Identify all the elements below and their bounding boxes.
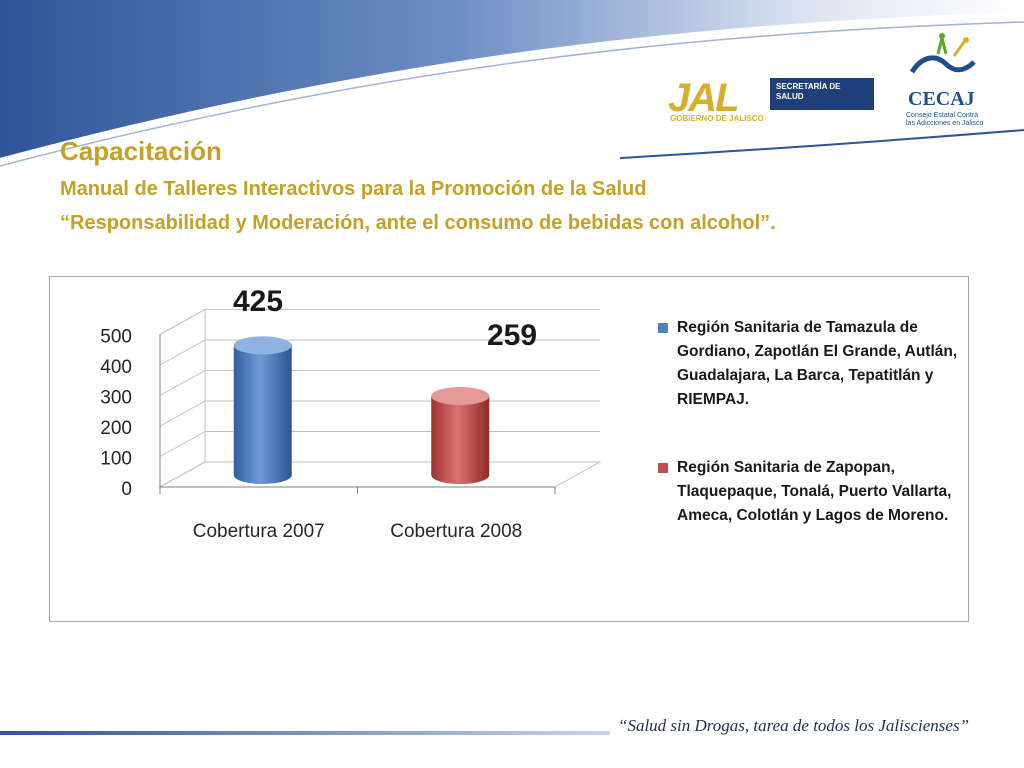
gridline-side-200 (159, 400, 206, 427)
y-tick-label-5: 500 (100, 327, 132, 348)
data-label-0: 425 (233, 285, 283, 318)
cecaj-logo: CECAJ Consejo Estatal Contra las Adiccio… (902, 32, 984, 128)
y-tick-label-4: 400 (100, 357, 132, 378)
bar-top-1-1 (431, 387, 490, 406)
gridline-side-400 (159, 339, 206, 366)
slide-title: Capacitación (60, 136, 222, 166)
gridline-side-300 (159, 370, 206, 396)
footer-slogan: “Salud sin Drogas, tarea de todos los Ja… (618, 716, 970, 735)
y-tick-label-1: 100 (100, 449, 132, 470)
x-tick-label-0: Cobertura 2007 (193, 521, 325, 542)
gridline-side-500 (159, 309, 206, 335)
jal-government-text: GOBIERNO DE JALISCO (670, 114, 764, 123)
chart-side-wall (159, 308, 206, 488)
bar-top-0-0 (233, 336, 292, 355)
bar-0-0 (233, 345, 292, 484)
legend-label-series1: Región Sanitaria de Tamazula de Gordiano… (677, 319, 958, 408)
bar-1-1 (431, 396, 490, 484)
chart-frame: 0 100 200 300 400 500 Cobertura 2007 Cobertura … (49, 276, 969, 622)
slide-subtitle-line2: “Responsabilidad y Moderación, ante el c… (60, 212, 776, 234)
gridline-side-100 (159, 431, 206, 457)
bar-chart: 0 100 200 300 400 500 Cobertura 2007 Cobertura … (100, 285, 602, 542)
legend-entry-series2: Región Sanitaria de Zapopan, Tlaquepaque… (658, 456, 958, 528)
y-tick-label-2: 200 (100, 418, 132, 439)
legend-entry-series1: Región Sanitaria de Tamazula de Gordiano… (658, 316, 958, 412)
header-band (0, 0, 1024, 167)
cecaj-subtitle: Consejo Estatal Contra las Adicciones en… (906, 112, 984, 127)
y-tick-label-3: 300 (100, 388, 132, 409)
secretaria-salud-box: SECRETARÍA DE SALUD (770, 78, 874, 110)
jal-wordmark: JAL (668, 76, 740, 120)
slide-subtitle-line1: Manual de Talleres Interactivos para la … (60, 178, 647, 200)
chart-floor (158, 461, 602, 488)
legend-label-series2: Región Sanitaria de Zapopan, Tlaquepaque… (677, 459, 952, 524)
cecaj-wordmark: CECAJ (908, 88, 975, 110)
legend-swatch-series1 (658, 323, 668, 333)
jalisco-logo: JAL GOBIERNO DE JALISCO SECRETARÍA DE SA… (668, 72, 878, 128)
footer-divider (0, 731, 610, 735)
y-tick-label-0: 0 (121, 479, 132, 500)
data-label-1: 259 (487, 319, 537, 352)
legend-swatch-series2 (658, 463, 668, 473)
x-tick-label-1: Cobertura 2008 (390, 521, 522, 542)
cecaj-emblem-icon (909, 33, 976, 74)
